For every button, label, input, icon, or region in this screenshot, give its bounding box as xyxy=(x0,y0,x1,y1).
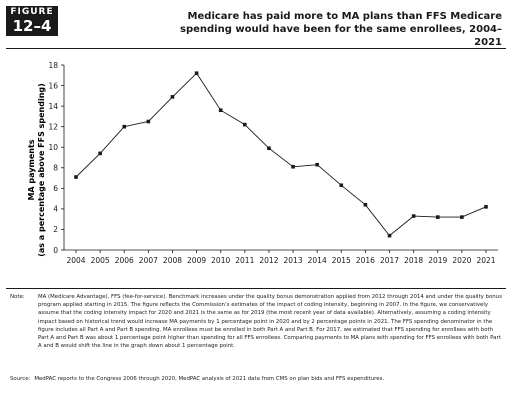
x-tick-label: 2005 xyxy=(91,256,110,265)
x-tick-label: 2021 xyxy=(476,256,495,265)
data-point-2012 xyxy=(267,146,271,151)
data-point-2009 xyxy=(194,71,199,76)
data-point-2008 xyxy=(170,95,175,99)
data-point-2018 xyxy=(411,214,416,218)
data-point-2011 xyxy=(243,122,247,127)
data-point-2010 xyxy=(218,108,223,113)
x-tick-label: 2019 xyxy=(428,256,447,265)
chart-title: Medicare has paid more to MA plans than … xyxy=(172,10,502,49)
x-ticks: 2004 2005 2006 2007 2008 2009 2010 2011 2012 2013… xyxy=(66,250,496,265)
data-point-2017 xyxy=(387,233,392,238)
x-tick-label: 2008 xyxy=(163,256,182,265)
y-axis-label: MA payments (as a percentage above FFS s… xyxy=(27,83,46,257)
y-ticks: 0 2 4 6 8 10 12 14 16 18 xyxy=(48,61,64,255)
series-path xyxy=(75,72,487,237)
y-tick-label: 4 xyxy=(53,205,58,214)
axes xyxy=(63,65,498,251)
x-tick-label: 2007 xyxy=(139,256,158,265)
top-rule xyxy=(6,48,506,49)
x-tick-label: 2010 xyxy=(211,256,230,265)
y-tick-label: 18 xyxy=(48,61,58,70)
source-label: Source: xyxy=(10,376,31,382)
y-tick-label: 12 xyxy=(48,122,58,131)
x-tick-label: 2004 xyxy=(66,256,85,265)
x-tick-label: 2012 xyxy=(259,256,278,265)
note-text: MA (Medicare Advantage), FFS (fee-for-se… xyxy=(38,294,502,350)
x-tick-label: 2011 xyxy=(235,256,254,265)
source-block: Source: MedPAC reports to the Congress 20… xyxy=(10,375,504,383)
bottom-rule xyxy=(6,288,506,289)
figure-label: FIGURE xyxy=(10,7,54,17)
x-tick-label: 2015 xyxy=(332,256,351,265)
y-tick-label: 10 xyxy=(48,143,58,152)
x-tick-label: 2014 xyxy=(308,256,327,265)
data-point-2016 xyxy=(363,202,368,207)
source-text: MedPAC reports to the Congress 2006 thro… xyxy=(34,376,385,382)
y-tick-label: 8 xyxy=(53,164,58,173)
y-axis-label-line2: (as a percentage above FFS spending) xyxy=(37,83,46,257)
data-point-2005 xyxy=(98,151,102,156)
chart-title-line1: Medicare has paid more to MA plans than … xyxy=(187,11,502,22)
chart-title-line2: spending would have been for the same en… xyxy=(180,24,502,48)
note-label: Note: xyxy=(10,294,25,300)
data-point-2007 xyxy=(146,119,151,124)
note-block: Note: MA (Medicare Advantage), FFS (fee-… xyxy=(10,293,504,350)
data-point-2021 xyxy=(484,205,488,209)
x-tick-label: 2013 xyxy=(284,256,303,265)
y-tick-label: 16 xyxy=(48,81,58,90)
y-tick-label: 6 xyxy=(53,184,58,193)
figure-badge: FIGURE 12–4 xyxy=(6,6,58,36)
y-axis-label-line1: MA payments xyxy=(27,139,36,200)
x-tick-label: 2017 xyxy=(380,256,399,265)
data-point-2014 xyxy=(315,162,319,167)
x-tick-label: 2009 xyxy=(187,256,206,265)
data-point-2006 xyxy=(122,124,127,129)
data-point-2015 xyxy=(339,183,344,188)
x-tick-label: 2016 xyxy=(356,256,375,265)
data-point-2004 xyxy=(74,175,78,179)
y-tick-label: 0 xyxy=(53,246,58,255)
y-tick-label: 2 xyxy=(53,225,58,234)
x-tick-label: 2006 xyxy=(115,256,134,265)
data-point-2019 xyxy=(435,215,440,219)
series-line xyxy=(74,71,488,238)
line-chart: MA payments (as a percentage above FFS s… xyxy=(27,61,498,265)
data-point-2020 xyxy=(460,215,464,219)
x-tick-label: 2018 xyxy=(404,256,423,265)
x-tick-label: 2020 xyxy=(452,256,471,265)
figure-number: 12–4 xyxy=(12,17,52,35)
data-point-2013 xyxy=(291,164,295,169)
y-tick-label: 14 xyxy=(48,102,58,111)
